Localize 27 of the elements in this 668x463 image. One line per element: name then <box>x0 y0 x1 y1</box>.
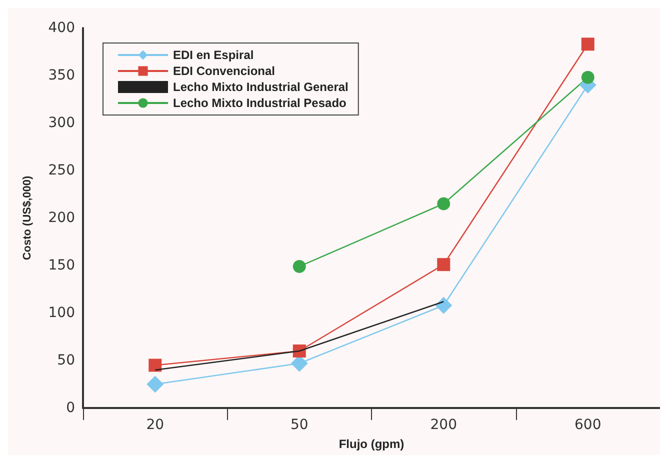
point <box>437 258 450 272</box>
x-tick-label: 200 <box>430 417 457 433</box>
y-tick-label: 50 <box>57 352 75 368</box>
y-tick-label: 0 <box>66 400 75 416</box>
legend-label: Lecho Mixto Industrial General <box>173 80 348 94</box>
x-tick-label: 600 <box>574 417 602 433</box>
y-tick-label: 300 <box>48 115 75 131</box>
y-tick-label: 150 <box>48 258 75 274</box>
legend-label: EDI Convencional <box>173 64 276 78</box>
point <box>581 38 594 51</box>
point <box>146 376 164 393</box>
legend-label: EDI en Espiral <box>173 48 254 62</box>
point <box>435 296 452 314</box>
point <box>292 260 306 273</box>
x-tick-label: 50 <box>290 417 308 433</box>
y-tick-label: 350 <box>48 68 75 84</box>
y-axis-title: Costo (US$,000) <box>22 175 34 260</box>
legend-label: Lecho Mixto Industrial Pesado <box>173 96 346 110</box>
x-tick-label: 20 <box>146 417 164 433</box>
point <box>437 197 450 210</box>
x-axis-title: Flujo (gpm) <box>338 437 404 451</box>
point <box>148 358 162 372</box>
y-tick-label: 100 <box>48 305 75 321</box>
y-tick-label: 250 <box>48 162 75 178</box>
y-tick-label: 200 <box>48 210 75 226</box>
point <box>581 70 594 84</box>
y-tick-label: 400 <box>48 20 75 36</box>
